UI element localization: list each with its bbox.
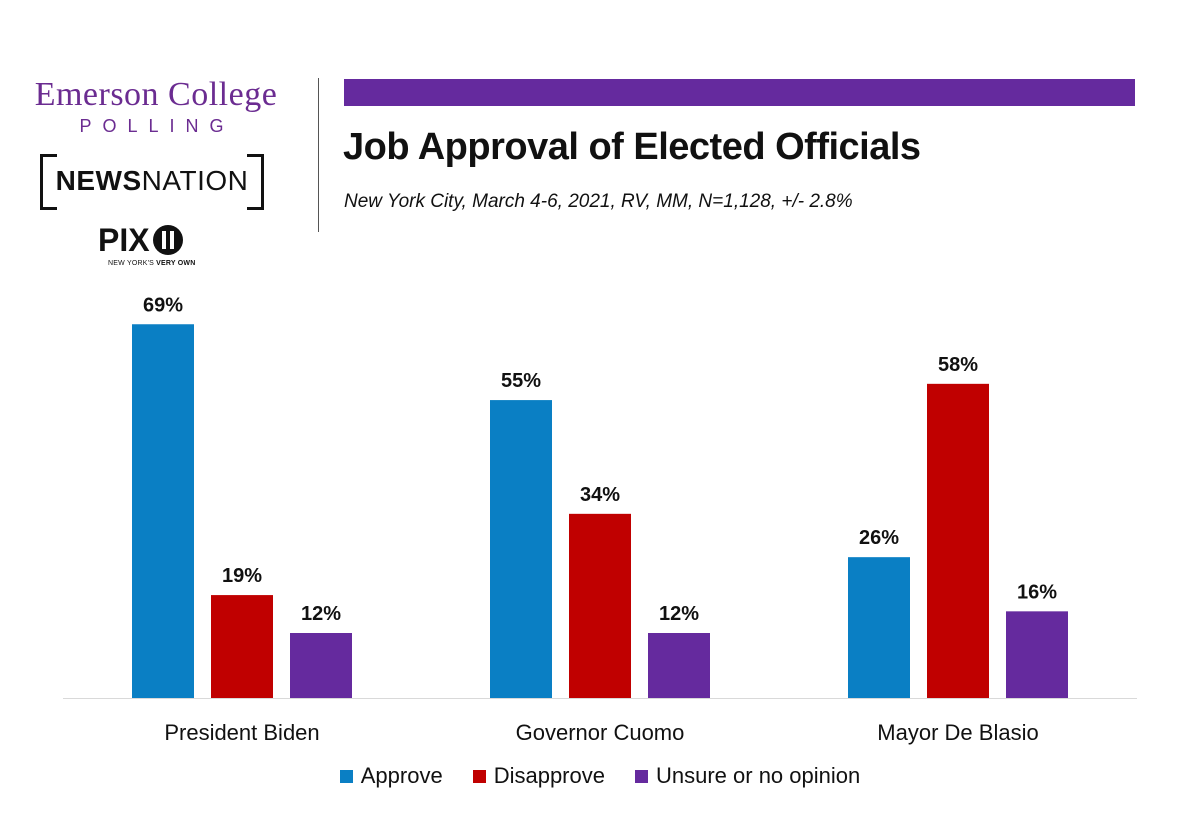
bar-disapprove-mayor-de-blasio <box>927 383 989 698</box>
polling-logo-text: POLLING <box>79 116 235 136</box>
legend-swatch <box>472 769 486 783</box>
data-label: 12% <box>301 603 341 625</box>
bar-approve-mayor-de-blasio <box>848 557 910 698</box>
data-label: 34% <box>580 484 620 506</box>
newsnation-logo-nation: NATION <box>141 165 249 196</box>
chart-subtitle: New York City, March 4-6, 2021, RV, MM, … <box>344 191 853 212</box>
legend-swatch <box>634 769 648 783</box>
legend-label: Disapprove <box>493 763 605 788</box>
bar-unsure-or-no-opinion-president-biden <box>290 633 352 698</box>
pix11-tagline: NEW YORK'S VERY OWN <box>108 260 196 267</box>
bar-approve-president-biden <box>132 324 194 698</box>
bar-disapprove-governor-cuomo <box>569 513 631 698</box>
data-label: 19% <box>222 565 262 587</box>
bar-unsure-or-no-opinion-governor-cuomo <box>648 633 710 698</box>
header-accent-band <box>344 79 1135 106</box>
chart-legend: Approve Disapprove Unsure or no opinion <box>0 763 1200 789</box>
legend-item: Approve <box>339 763 443 789</box>
legend-item: Unsure or no opinion <box>634 763 861 789</box>
x-tick-label: Governor Cuomo <box>516 720 685 745</box>
data-label: 58% <box>938 354 978 376</box>
bar-unsure-or-no-opinion-mayor-de-blasio <box>1006 611 1068 698</box>
emerson-college-logo: Emerson College <box>34 76 278 113</box>
data-label: 12% <box>659 603 699 625</box>
pix11-logo: PIX <box>98 222 183 258</box>
pix11-eleven-icon <box>152 225 183 255</box>
data-label: 16% <box>1017 581 1057 603</box>
legend-label: Unsure or no opinion <box>655 763 861 788</box>
x-tick-label: Mayor De Blasio <box>877 720 1038 745</box>
data-label: 69% <box>143 294 183 316</box>
chart-title: Job Approval of Elected Officials <box>343 126 921 168</box>
bar-approve-governor-cuomo <box>490 400 552 698</box>
legend-label: Approve <box>360 763 443 788</box>
x-tick-label: President Biden <box>164 720 319 745</box>
header-divider <box>318 78 319 232</box>
newsnation-logo: NEWSNATION <box>40 154 264 210</box>
data-label: 26% <box>859 527 899 549</box>
newsnation-logo-news: NEWS <box>55 165 142 196</box>
legend-swatch <box>339 769 353 783</box>
pix11-logo-text: PIX <box>98 221 150 258</box>
legend-item: Disapprove <box>472 763 605 789</box>
data-label: 55% <box>501 370 541 392</box>
bar-disapprove-president-biden <box>211 595 273 698</box>
